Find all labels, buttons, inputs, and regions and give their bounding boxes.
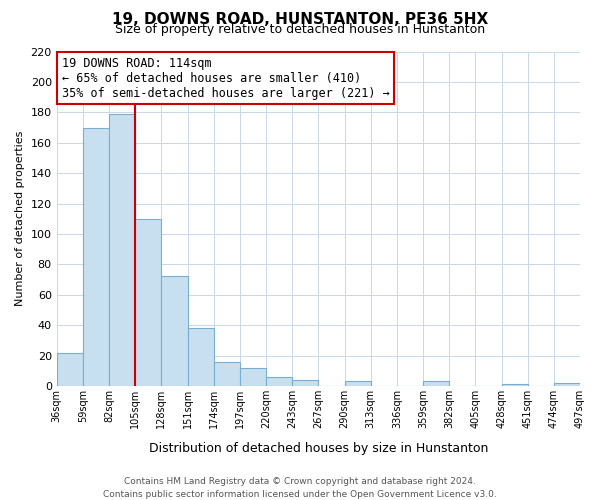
Bar xyxy=(554,383,580,386)
Text: Contains HM Land Registry data © Crown copyright and database right 2024.
Contai: Contains HM Land Registry data © Crown c… xyxy=(103,478,497,499)
Bar xyxy=(56,352,83,386)
Bar xyxy=(292,380,319,386)
Y-axis label: Number of detached properties: Number of detached properties xyxy=(15,131,25,306)
Bar xyxy=(423,382,449,386)
Bar xyxy=(161,276,187,386)
Bar xyxy=(502,384,527,386)
Bar xyxy=(344,382,371,386)
Bar xyxy=(109,114,135,386)
Text: 19 DOWNS ROAD: 114sqm
← 65% of detached houses are smaller (410)
35% of semi-det: 19 DOWNS ROAD: 114sqm ← 65% of detached … xyxy=(62,56,389,100)
Bar xyxy=(83,128,109,386)
Text: 19, DOWNS ROAD, HUNSTANTON, PE36 5HX: 19, DOWNS ROAD, HUNSTANTON, PE36 5HX xyxy=(112,12,488,28)
Text: Size of property relative to detached houses in Hunstanton: Size of property relative to detached ho… xyxy=(115,22,485,36)
Bar xyxy=(266,377,292,386)
Bar xyxy=(135,218,161,386)
Bar xyxy=(214,362,240,386)
Bar xyxy=(240,368,266,386)
Bar xyxy=(187,328,214,386)
X-axis label: Distribution of detached houses by size in Hunstanton: Distribution of detached houses by size … xyxy=(149,442,488,455)
